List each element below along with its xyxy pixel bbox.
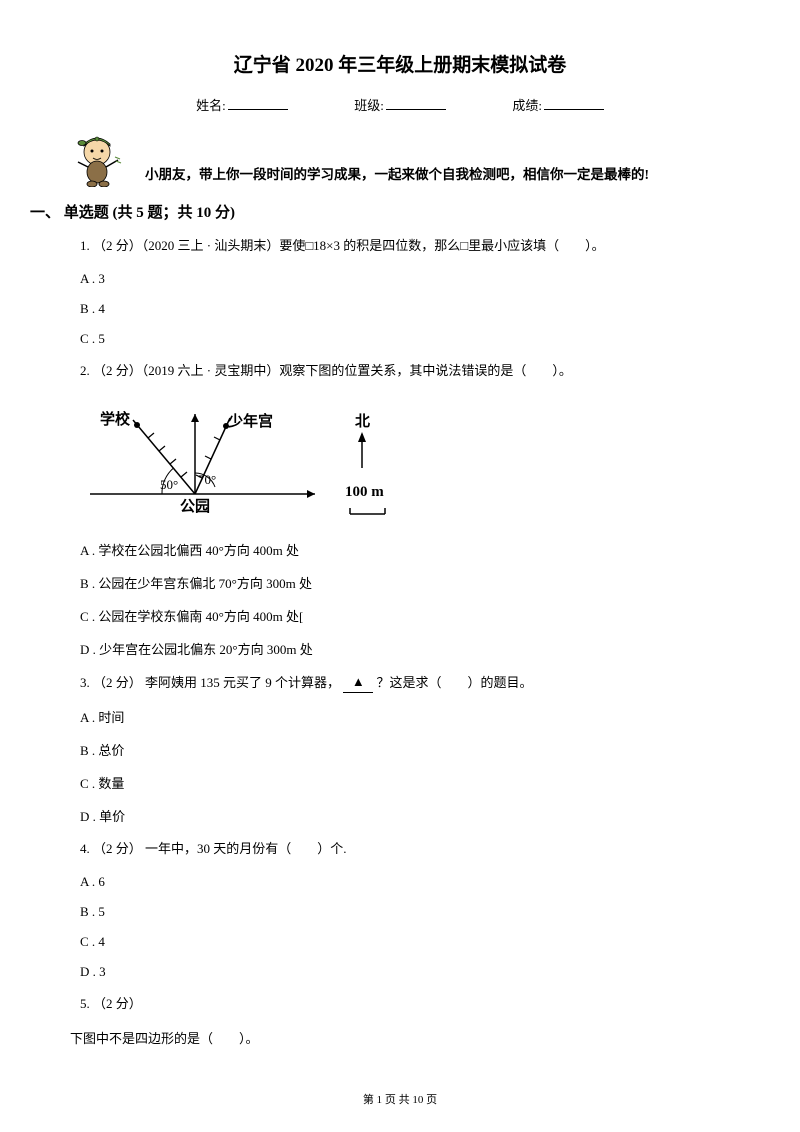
q1-option-a: A . 3 bbox=[80, 271, 730, 287]
q4-option-b: B . 5 bbox=[80, 904, 730, 920]
class-label: 班级: bbox=[354, 98, 384, 113]
question-2: 2. （2 分）（2019 六上 · 灵宝期中）观察下图的位置关系，其中说法错误… bbox=[80, 361, 730, 658]
question-1: 1. （2 分）（2020 三上 · 汕头期末）要使□18×3 的积是四位数，那… bbox=[80, 236, 730, 347]
q2-option-c: C . 公园在学校东偏南 40°方向 400m 处[ bbox=[80, 606, 730, 625]
q4-option-c: C . 4 bbox=[80, 934, 730, 950]
q4-option-d: D . 3 bbox=[80, 964, 730, 980]
question-4: 4. （2 分） 一年中，30 天的月份有（ ）个. A . 6 B . 5 C… bbox=[80, 839, 730, 980]
q3-blank: ▲ bbox=[343, 672, 373, 694]
mascot-icon bbox=[70, 132, 125, 187]
q3-option-a: A . 时间 bbox=[80, 707, 730, 726]
intro-text: 小朋友，带上你一段时间的学习成果，一起来做个自我检测吧，相信你一定是最棒的! bbox=[145, 163, 649, 187]
q4-text: 4. （2 分） 一年中，30 天的月份有（ ）个. bbox=[80, 839, 730, 860]
park-label: 公园 bbox=[180, 498, 210, 515]
name-blank[interactable] bbox=[228, 109, 288, 110]
q2-diagram: 学校 少年宫 50° 70° 公园 北 100 m bbox=[80, 396, 730, 526]
angle1-label: 50° bbox=[160, 477, 178, 492]
score-blank[interactable] bbox=[544, 109, 604, 110]
student-info-line: 姓名: 班级: 成绩: bbox=[70, 95, 730, 114]
q2-option-a: A . 学校在公园北偏西 40°方向 400m 处 bbox=[80, 540, 730, 559]
q3-option-b: B . 总价 bbox=[80, 740, 730, 759]
q3-option-d: D . 单价 bbox=[80, 806, 730, 825]
q5-text: 5. （2 分） bbox=[80, 994, 730, 1015]
section-1-header: 一、 单选题 (共 5 题；共 10 分) bbox=[30, 201, 730, 222]
q4-option-a: A . 6 bbox=[80, 874, 730, 890]
class-blank[interactable] bbox=[386, 109, 446, 110]
north-label: 北 bbox=[355, 413, 370, 430]
score-label: 成绩: bbox=[512, 98, 542, 113]
q1-option-c: C . 5 bbox=[80, 331, 730, 347]
q1-text: 1. （2 分）（2020 三上 · 汕头期末）要使□18×3 的积是四位数，那… bbox=[80, 236, 730, 257]
q3-option-c: C . 数量 bbox=[80, 773, 730, 792]
angle2-label: 70° bbox=[198, 472, 216, 487]
q3-text: 3. （2 分） 李阿姨用 135 元买了 9 个计算器， ▲ ？这是求（ ）的… bbox=[80, 672, 730, 694]
question-5: 5. （2 分） 下图中不是四边形的是（ ）。 bbox=[80, 994, 730, 1050]
question-3: 3. （2 分） 李阿姨用 135 元买了 9 个计算器， ▲ ？这是求（ ）的… bbox=[80, 672, 730, 826]
name-label: 姓名: bbox=[196, 98, 226, 113]
school-label: 学校 bbox=[100, 410, 131, 428]
palace-label: 少年宫 bbox=[227, 412, 273, 430]
page-footer: 第 1 页 共 10 页 bbox=[0, 1091, 800, 1107]
q2-text: 2. （2 分）（2019 六上 · 灵宝期中）观察下图的位置关系，其中说法错误… bbox=[80, 361, 730, 382]
scale-label: 100 m bbox=[345, 484, 384, 500]
page-title: 辽宁省 2020 年三年级上册期末模拟试卷 bbox=[70, 50, 730, 77]
q2-option-d: D . 少年宫在公园北偏东 20°方向 300m 处 bbox=[80, 639, 730, 658]
q1-option-b: B . 4 bbox=[80, 301, 730, 317]
intro-row: 小朋友，带上你一段时间的学习成果，一起来做个自我检测吧，相信你一定是最棒的! bbox=[70, 132, 730, 187]
q5-subtext: 下图中不是四边形的是（ ）。 bbox=[70, 1029, 730, 1050]
q2-option-b: B . 公园在少年宫东偏北 70°方向 300m 处 bbox=[80, 573, 730, 592]
